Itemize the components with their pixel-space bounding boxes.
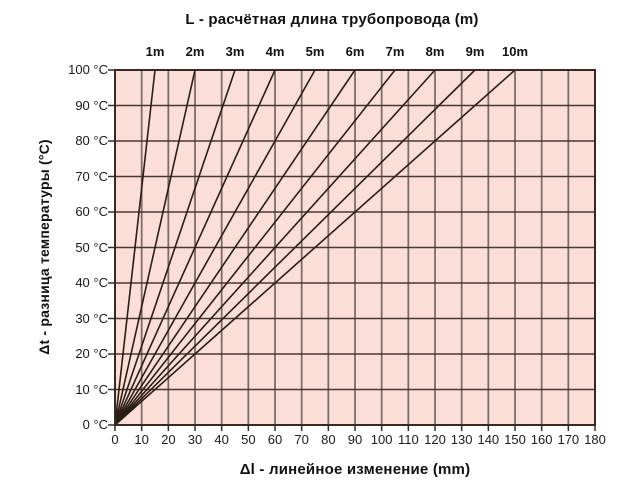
y-tick-label: 50 °C bbox=[75, 239, 108, 255]
x-tick-label: 140 bbox=[477, 432, 500, 447]
y-tick-label: 80 °C bbox=[75, 133, 108, 148]
x-tick-label: 0 bbox=[111, 432, 119, 447]
x-tick-label: 90 bbox=[347, 432, 363, 447]
pipe-length-label-1m: 1m bbox=[145, 44, 165, 59]
y-tick-label: 60 °C bbox=[75, 204, 108, 219]
x-tick-label: 50 bbox=[241, 432, 256, 447]
x-tick-label: 100 bbox=[370, 432, 393, 447]
x-tick-label: 70 bbox=[294, 432, 309, 447]
series-line-2m bbox=[114, 69, 196, 426]
pipe-length-label-7m: 7m bbox=[385, 44, 405, 59]
series-line-5m bbox=[114, 69, 316, 426]
x-tick-label: 150 bbox=[504, 432, 526, 447]
x-tick-label: 10 bbox=[134, 432, 149, 447]
series-line-4m bbox=[114, 69, 276, 426]
pipe-length-label-8m: 8m bbox=[425, 44, 445, 59]
y-tick-label: 40 °C bbox=[75, 275, 108, 290]
x-tick-label: 160 bbox=[530, 432, 553, 447]
x-tick-label: 130 bbox=[450, 432, 473, 447]
x-tick-label: 170 bbox=[557, 432, 580, 447]
y-tick-label: 20 °C bbox=[75, 346, 108, 361]
series-line-8m bbox=[114, 69, 436, 426]
x-tick-label: 40 bbox=[214, 432, 229, 447]
pipe-length-label-2m: 2m bbox=[185, 44, 205, 59]
series-line-6m bbox=[114, 69, 356, 426]
pipe-length-label-9m: 9m bbox=[465, 44, 485, 59]
pipe-length-label-4m: 4m bbox=[265, 44, 285, 59]
pipe-length-label-6m: 6m bbox=[345, 44, 365, 59]
pipe-length-label-10m: 10m bbox=[501, 44, 529, 59]
y-tick-label: 0 °C bbox=[82, 417, 108, 432]
series-line-10m bbox=[114, 69, 516, 426]
series-line-1m bbox=[114, 69, 156, 426]
x-tick-label: 80 bbox=[321, 432, 336, 447]
x-tick-label: 110 bbox=[397, 432, 419, 447]
series-line-7m bbox=[114, 69, 396, 426]
y-tick-label: 30 °C bbox=[75, 310, 108, 326]
x-tick-label: 180 bbox=[584, 432, 606, 447]
x-axis-title: Δl - линейное изменение (mm) bbox=[239, 461, 471, 478]
plot-border bbox=[114, 69, 596, 426]
series-line-9m bbox=[114, 69, 476, 426]
y-tick-label: 100 °C bbox=[68, 62, 108, 77]
pipe-length-label-5m: 5m bbox=[305, 44, 325, 59]
series-line-3m bbox=[114, 69, 236, 426]
x-tick-label: 20 bbox=[161, 432, 176, 447]
x-tick-label: 120 bbox=[424, 432, 446, 447]
x-tick-label: 30 bbox=[187, 432, 203, 447]
x-tick-label: 60 bbox=[267, 432, 283, 447]
y-tick-label: 70 °C bbox=[75, 168, 108, 184]
y-tick-label: 10 °C bbox=[75, 381, 108, 397]
y-tick-label: 90 °C bbox=[75, 97, 108, 113]
chart-title: L - расчётная длина трубопровода (m) bbox=[185, 11, 479, 28]
pipe-length-label-3m: 3m bbox=[225, 44, 245, 59]
